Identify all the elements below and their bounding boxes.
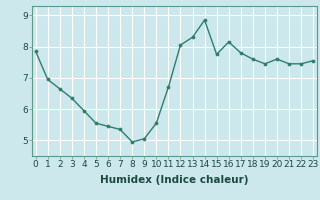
X-axis label: Humidex (Indice chaleur): Humidex (Indice chaleur) bbox=[100, 175, 249, 185]
